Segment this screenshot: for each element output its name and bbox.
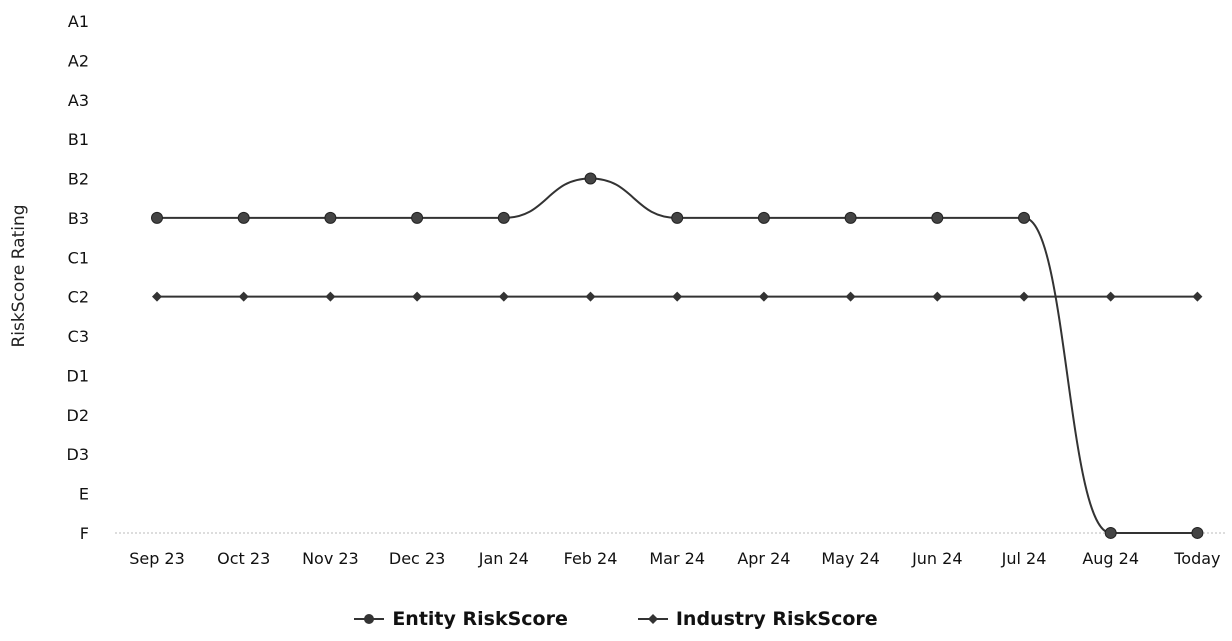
y-tick-label: B2 <box>68 170 89 189</box>
x-tick-label: Apr 24 <box>737 549 790 568</box>
industry-data-point[interactable] <box>845 291 856 302</box>
entity-data-point[interactable] <box>497 211 510 224</box>
x-tick-label: Today <box>1173 549 1220 568</box>
y-tick-label: D3 <box>67 445 90 464</box>
y-tick-label: C3 <box>68 327 89 346</box>
entity-data-point[interactable] <box>151 211 163 224</box>
entity-data-point[interactable] <box>237 211 250 224</box>
industry-data-point[interactable] <box>238 291 249 302</box>
x-tick-label: May 24 <box>821 549 880 568</box>
y-tick-label: C1 <box>68 248 89 267</box>
riskscore-chart: RiskScore Rating A1 A2 A3 B1 B2 B3 C1 C2 C3 D1 D2 D… <box>9 12 1225 568</box>
industry-data-point[interactable] <box>325 291 336 302</box>
y-tick-label: E <box>79 485 89 504</box>
y-axis-ticks: A1 A2 A3 B1 B2 B3 C1 C2 C3 D1 D2 D3 E F <box>67 12 90 543</box>
entity-data-point[interactable] <box>324 211 337 224</box>
x-tick-label: Feb 24 <box>564 549 618 568</box>
y-tick-label: F <box>80 524 89 543</box>
industry-data-point[interactable] <box>758 291 769 302</box>
x-tick-label: Jun 24 <box>911 549 962 568</box>
industry-data-point[interactable] <box>932 291 943 302</box>
y-tick-label: B1 <box>68 130 89 149</box>
y-tick-label: D1 <box>67 366 90 385</box>
diamond-marker-icon <box>637 614 668 624</box>
y-axis-label: RiskScore Rating <box>9 204 29 347</box>
industry-data-point[interactable] <box>412 291 423 302</box>
circle-marker-icon <box>354 614 385 624</box>
industry-data-point[interactable] <box>1192 291 1203 302</box>
x-tick-label: Dec 23 <box>389 549 445 568</box>
industry-data-point[interactable] <box>585 291 596 302</box>
legend-label-industry: Industry RiskScore <box>675 608 878 630</box>
chart-legend: Entity RiskScore Industry RiskScore <box>0 608 1232 630</box>
series-markers <box>151 172 1204 539</box>
entity-data-point[interactable] <box>931 211 944 224</box>
legend-label-entity: Entity RiskScore <box>392 608 568 630</box>
entity-data-point[interactable] <box>1104 526 1117 539</box>
x-tick-label: Jan 24 <box>478 549 529 568</box>
y-tick-label: D2 <box>67 406 90 425</box>
legend-item-industry[interactable]: Industry RiskScore <box>637 608 878 630</box>
y-tick-label: A1 <box>68 12 89 31</box>
entity-data-point[interactable] <box>844 211 857 224</box>
entity-data-point[interactable] <box>1018 211 1030 224</box>
x-tick-label: Sep 23 <box>129 549 185 568</box>
x-tick-label: Nov 23 <box>302 549 359 568</box>
industry-data-point[interactable] <box>1019 291 1029 302</box>
industry-data-point[interactable] <box>1105 291 1116 302</box>
x-tick-label: Oct 23 <box>217 549 270 568</box>
entity-data-point[interactable] <box>584 172 597 185</box>
x-tick-label: Jul 24 <box>1001 549 1047 568</box>
industry-data-point[interactable] <box>672 291 683 302</box>
x-tick-label: Aug 24 <box>1082 549 1139 568</box>
industry-data-point[interactable] <box>152 291 162 302</box>
industry-data-point[interactable] <box>498 291 509 302</box>
entity-data-point[interactable] <box>411 211 424 224</box>
y-tick-label: A3 <box>68 91 89 110</box>
y-tick-label: B3 <box>68 209 89 228</box>
entity-data-point[interactable] <box>757 211 770 224</box>
legend-item-entity[interactable]: Entity RiskScore <box>354 608 568 630</box>
y-tick-label: A2 <box>68 51 89 70</box>
x-axis-ticks: Sep 23 Oct 23 Nov 23 Dec 23 Jan 24 Feb 24 Mar … <box>129 549 1220 568</box>
x-tick-label: Mar 24 <box>649 549 705 568</box>
series-line-entity <box>157 177 1198 534</box>
y-tick-label: C2 <box>68 288 89 307</box>
entity-data-point[interactable] <box>1191 526 1204 539</box>
entity-data-point[interactable] <box>671 211 684 224</box>
series-lines <box>157 177 1198 534</box>
